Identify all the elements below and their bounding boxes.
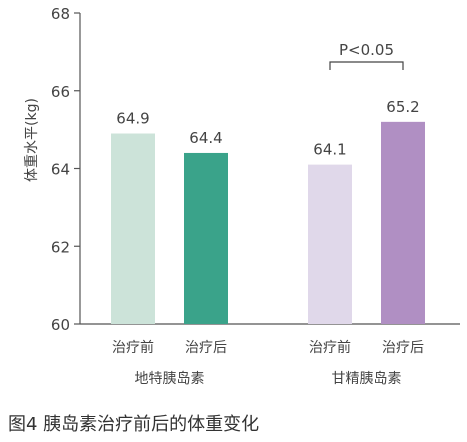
bar-category-label: 治疗后 bbox=[185, 340, 227, 356]
bar-value-label: 64.1 bbox=[313, 141, 346, 159]
figure-caption: 图4 胰岛素治疗前后的体重变化 bbox=[8, 414, 260, 435]
y-tick-label: 66 bbox=[51, 83, 70, 101]
bar bbox=[111, 133, 155, 324]
bar-category-label: 治疗前 bbox=[309, 339, 351, 356]
bar bbox=[184, 152, 228, 324]
bar bbox=[381, 121, 425, 324]
bar-value-label: 65.2 bbox=[386, 98, 419, 116]
significance-bracket bbox=[329, 61, 404, 70]
bar-value-label: 64.9 bbox=[116, 110, 149, 128]
bar-category-label: 治疗后 bbox=[382, 340, 424, 356]
y-tick-label: 60 bbox=[51, 316, 70, 334]
y-tick-label: 64 bbox=[51, 161, 70, 179]
bar-category-label: 治疗前 bbox=[112, 339, 154, 356]
group-label: 甘精胰岛素 bbox=[332, 371, 402, 387]
y-tick-label: 62 bbox=[51, 238, 70, 256]
group-label: 地特胰岛素 bbox=[135, 371, 205, 387]
y-axis-label: 体重水平(kg) bbox=[24, 98, 40, 182]
bar-value-label: 64.4 bbox=[189, 129, 222, 147]
bar bbox=[308, 164, 352, 324]
significance-label: P<0.05 bbox=[339, 41, 394, 59]
y-tick-label: 68 bbox=[51, 5, 70, 23]
